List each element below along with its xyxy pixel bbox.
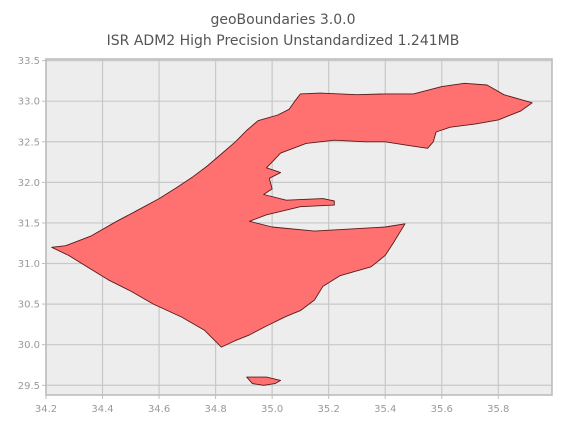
- y-tick-label: 33.5: [18, 56, 40, 67]
- chart-title: geoBoundaries 3.0.0: [210, 12, 356, 28]
- y-tick-label: 32.5: [18, 137, 40, 148]
- region-outline-main: [51, 82, 533, 348]
- y-axis-ticks: 29.5 30.0 30.5 31.0 31.5 32.0 32.5 33.0 33.5: [18, 56, 46, 392]
- x-tick-label: 34.8: [204, 404, 226, 415]
- x-tick-label: 35.4: [374, 404, 396, 415]
- x-tick-label: 34.4: [91, 404, 113, 415]
- x-tick-label: 34.2: [35, 404, 57, 415]
- map-regions: [51, 82, 533, 386]
- x-tick-label: 34.6: [148, 404, 170, 415]
- x-tick-label: 35.0: [261, 404, 283, 415]
- y-tick-label: 30.5: [18, 300, 40, 311]
- y-tick-label: 31.0: [18, 259, 40, 270]
- y-tick-label: 32.0: [18, 178, 40, 189]
- x-tick-label: 35.6: [431, 404, 453, 415]
- region-eilat-enclave: [246, 376, 282, 386]
- x-tick-label: 35.8: [487, 404, 509, 415]
- chart-subtitle: ISR ADM2 High Precision Unstandardized 1…: [106, 33, 460, 49]
- y-tick-label: 31.5: [18, 218, 40, 229]
- y-tick-label: 30.0: [18, 340, 40, 351]
- x-tick-label: 35.2: [318, 404, 340, 415]
- y-tick-label: 33.0: [18, 97, 40, 108]
- plot-frame: [45, 58, 553, 396]
- x-axis-ticks: 34.2 34.4 34.6 34.8 35.0 35.2 35.4 35.6 35.8: [35, 395, 509, 415]
- y-tick-label: 29.5: [18, 381, 40, 392]
